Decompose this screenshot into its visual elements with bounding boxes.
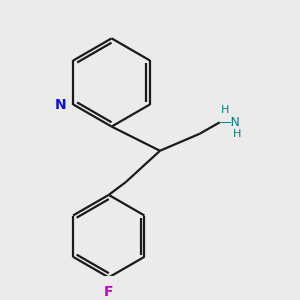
Text: H: H: [221, 105, 230, 115]
Text: N: N: [55, 98, 66, 112]
Text: H: H: [232, 129, 241, 140]
Text: —N: —N: [218, 116, 240, 129]
Text: F: F: [104, 284, 113, 298]
